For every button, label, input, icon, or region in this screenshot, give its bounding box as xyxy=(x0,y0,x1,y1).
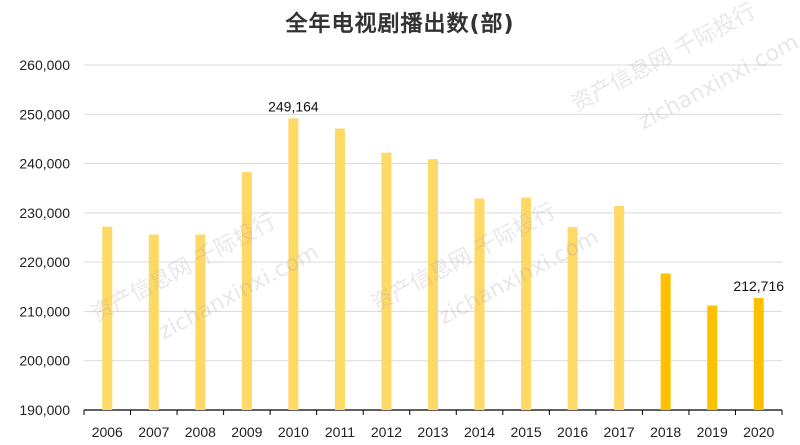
data-label: 212,716 xyxy=(733,278,784,294)
x-tick-label: 2007 xyxy=(138,424,169,440)
x-tick-label: 2011 xyxy=(325,424,355,440)
x-tick-label: 2014 xyxy=(464,424,495,440)
bar xyxy=(195,234,206,410)
bar xyxy=(707,305,718,410)
x-tick-label: 2012 xyxy=(371,424,402,440)
bar xyxy=(334,128,345,411)
bar xyxy=(753,298,764,410)
bar xyxy=(102,226,113,410)
x-tick-label: 2010 xyxy=(278,424,309,440)
y-tick-label: 240,000 xyxy=(19,156,70,172)
bar xyxy=(567,227,578,410)
bar xyxy=(614,205,625,410)
bar xyxy=(288,118,299,410)
y-tick-label: 190,000 xyxy=(19,402,70,418)
bar xyxy=(474,198,485,410)
y-tick-label: 230,000 xyxy=(19,205,70,221)
x-tick-label: 2019 xyxy=(697,424,728,440)
bar xyxy=(521,197,532,410)
x-tick-label: 2020 xyxy=(743,424,774,440)
data-label: 249,164 xyxy=(268,98,319,114)
bar xyxy=(148,234,159,410)
y-tick-label: 210,000 xyxy=(19,303,70,319)
x-tick-label: 2013 xyxy=(417,424,448,440)
x-tick-label: 2016 xyxy=(557,424,588,440)
x-tick-label: 2006 xyxy=(92,424,123,440)
x-tick-label: 2008 xyxy=(185,424,216,440)
x-tick-label: 2009 xyxy=(231,424,262,440)
bar xyxy=(241,171,252,410)
x-tick-label: 2015 xyxy=(510,424,541,440)
x-tick-label: 2018 xyxy=(650,424,681,440)
bar xyxy=(381,152,392,410)
y-tick-label: 250,000 xyxy=(19,106,70,122)
chart-title: 全年电视剧播出数(部) xyxy=(285,12,515,37)
x-tick-label: 2017 xyxy=(604,424,635,440)
y-tick-label: 220,000 xyxy=(19,254,70,270)
bar xyxy=(428,159,438,410)
y-tick-label: 200,000 xyxy=(19,353,70,369)
bar xyxy=(660,273,671,410)
y-tick-label: 260,000 xyxy=(19,57,70,73)
